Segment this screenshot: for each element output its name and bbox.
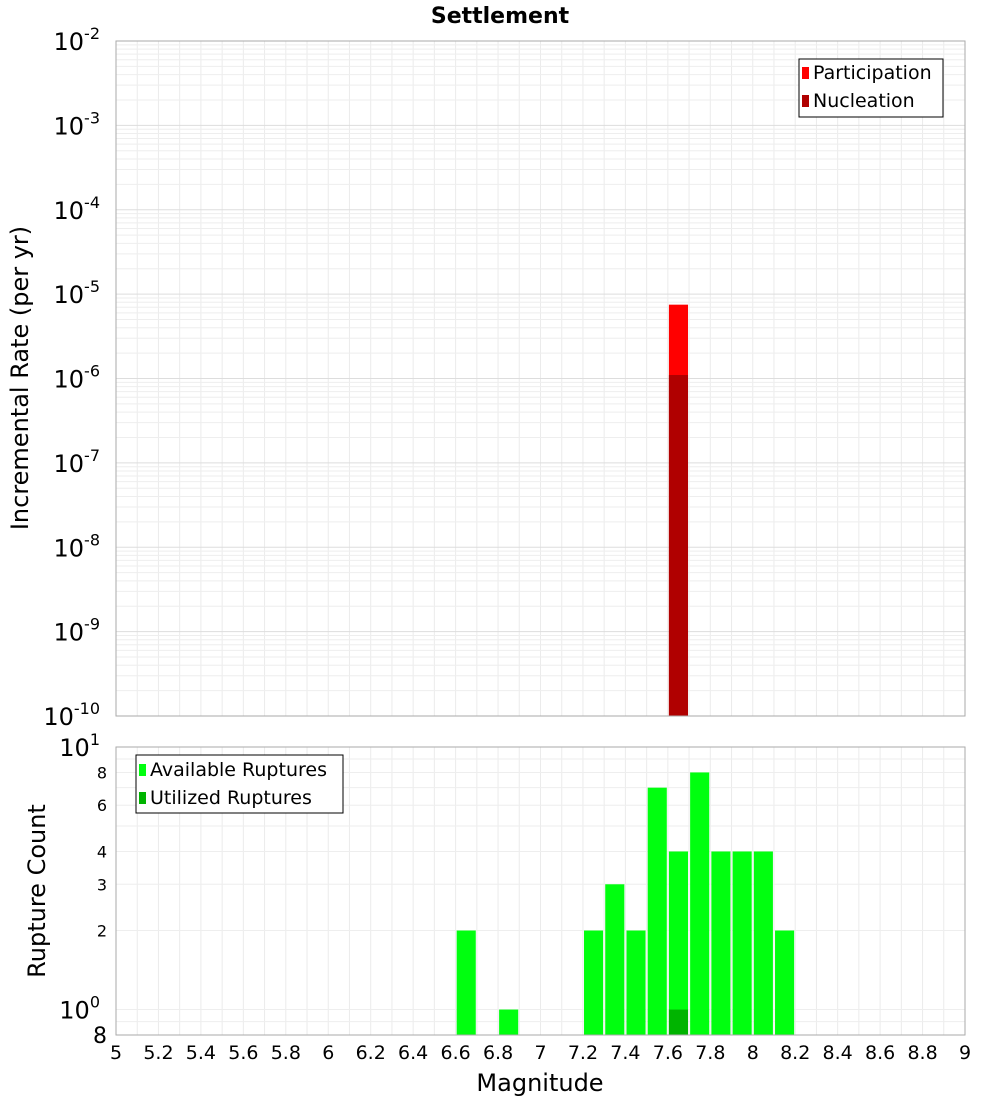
x-tick-label: 9 xyxy=(959,1042,971,1064)
top-y-tick-label: 10-7 xyxy=(54,446,101,478)
top-y-tick-label: 10-5 xyxy=(54,277,101,309)
bottom-legend: Available Ruptures Utilized Ruptures xyxy=(135,754,344,814)
x-tick-label: 8.6 xyxy=(865,1042,895,1064)
x-tick-label: 5.6 xyxy=(228,1042,258,1064)
x-tick-label: 5.8 xyxy=(271,1042,301,1064)
top-legend: Participation Nucleation xyxy=(798,58,944,118)
x-tick-label: 8.4 xyxy=(823,1042,853,1064)
legend-label-available: Available Ruptures xyxy=(150,759,327,781)
bottom-y-major-tick-label: 101 xyxy=(59,730,100,762)
legend-label-participation: Participation xyxy=(813,62,932,84)
x-tick-label: 8.8 xyxy=(907,1042,937,1064)
x-tick-label: 6.2 xyxy=(356,1042,386,1064)
top-bars xyxy=(668,304,689,716)
top-grid xyxy=(115,41,966,717)
bottom-y-minor-tick-label: 3 xyxy=(97,875,107,894)
top-y-tick-label: 10-6 xyxy=(54,362,101,394)
bar-available-ruptures xyxy=(456,930,476,1035)
bar-available-ruptures xyxy=(753,851,773,1035)
x-axis-label: Magnitude xyxy=(476,1069,603,1097)
legend-label-utilized: Utilized Ruptures xyxy=(150,787,312,809)
x-tick-label: 7 xyxy=(534,1042,546,1064)
x-tick-label: 5 xyxy=(110,1042,122,1064)
top-y-axis-label: Incremental Rate (per yr) xyxy=(6,226,34,530)
bottom-y-minor-tick-label: 8 xyxy=(97,763,107,782)
bar-available-ruptures xyxy=(690,772,710,1035)
legend-swatch-nucleation xyxy=(802,95,809,107)
legend-swatch-participation xyxy=(802,67,809,79)
x-tick-label: 6 xyxy=(322,1042,334,1064)
bottom-legend-box xyxy=(135,754,344,814)
x-tick-label: 7.4 xyxy=(610,1042,640,1064)
top-plot-frame xyxy=(115,40,966,717)
bottom-y-minor-tick-label: 4 xyxy=(97,842,107,861)
top-y-tick-label: 10-3 xyxy=(54,108,101,140)
bar-nucleation xyxy=(668,375,689,716)
bottom-y-minor-tick-label: 8 xyxy=(93,1024,107,1049)
top-y-tick-label: 10-10 xyxy=(43,699,100,731)
bar-available-ruptures xyxy=(775,930,795,1035)
x-tick-label: 8 xyxy=(747,1042,759,1064)
legend-swatch-utilized xyxy=(139,792,146,804)
legend-swatch-available xyxy=(139,764,146,776)
x-tick-label: 6.6 xyxy=(440,1042,470,1064)
bottom-y-major-tick-label: 100 xyxy=(59,993,100,1025)
x-tick-label: 6.4 xyxy=(398,1042,428,1064)
bar-available-ruptures xyxy=(647,787,667,1035)
x-tick-label: 7.8 xyxy=(695,1042,725,1064)
bar-utilized-ruptures xyxy=(668,1009,689,1035)
top-y-tick-label: 10-9 xyxy=(54,615,101,647)
top-y-tick-label: 10-4 xyxy=(54,193,101,225)
bar-available-ruptures xyxy=(732,851,752,1035)
bar-available-ruptures xyxy=(499,1009,519,1035)
bottom-bars xyxy=(456,772,795,1035)
bottom-y-minor-tick-label: 6 xyxy=(97,796,107,815)
x-tick-label: 7.2 xyxy=(568,1042,598,1064)
bar-available-ruptures xyxy=(584,930,604,1035)
top-panel: 10-2 10-3 10-4 10-5 10-6 10-7 10-8 10-9 10-10 In… xyxy=(6,24,966,731)
bar-available-ruptures xyxy=(626,930,646,1035)
bottom-y-axis-label: Rupture Count xyxy=(23,804,51,978)
bar-available-ruptures xyxy=(711,851,731,1035)
top-legend-box xyxy=(798,58,944,118)
top-y-ticks: 10-2 10-3 10-4 10-5 10-6 10-7 10-8 10-9 10-10 xyxy=(43,24,100,731)
legend-label-nucleation: Nucleation xyxy=(813,90,915,112)
top-y-tick-label: 10-8 xyxy=(54,530,101,562)
chart-title: Settlement xyxy=(431,4,570,29)
x-tick-label: 5.2 xyxy=(143,1042,173,1064)
x-tick-label: 6.8 xyxy=(483,1042,513,1064)
bar-available-ruptures xyxy=(605,884,625,1035)
top-y-tick-label: 10-2 xyxy=(54,24,101,56)
x-tick-label: 7.6 xyxy=(653,1042,683,1064)
bar-available-ruptures xyxy=(668,851,689,1035)
x-tick-label: 5.4 xyxy=(186,1042,216,1064)
bottom-y-minor-tick-label: 2 xyxy=(97,922,107,941)
bottom-plot-frame xyxy=(115,746,966,1036)
x-tick-labels: 5 5.2 5.4 5.6 5.8 6 6.2 6.4 6.6 6.8 7 7.2 7.4 7.6 7.8 8… xyxy=(110,1042,971,1064)
x-tick-label: 8.2 xyxy=(780,1042,810,1064)
